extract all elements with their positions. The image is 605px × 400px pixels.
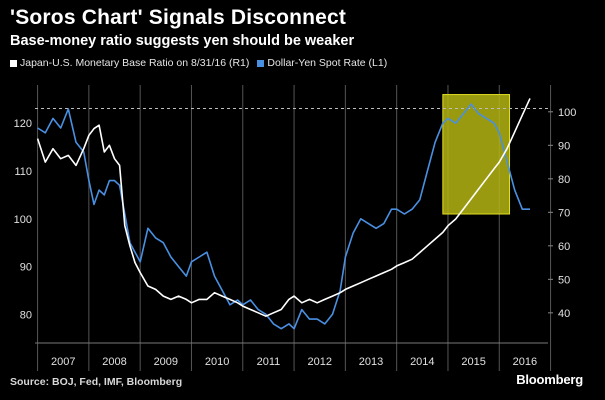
x-tick-label-2013: 2013	[359, 356, 383, 368]
right-tick-label-90: 90	[558, 140, 570, 152]
x-tick-label-2012: 2012	[307, 356, 331, 368]
left-tick-label-90: 90	[20, 262, 32, 274]
x-tick-label-2008: 2008	[102, 356, 126, 368]
left-tick-label-110: 110	[14, 166, 32, 178]
legend-swatch-yen	[257, 59, 265, 67]
x-tick-label-2011: 2011	[257, 356, 281, 368]
series-line-dollar-yen	[37, 103, 530, 330]
right-tick-label-40: 40	[558, 308, 570, 320]
legend-item-ratio: Japan-U.S. Monetary Base Ratio on 8/31/1…	[10, 57, 249, 69]
x-tick-label-2007: 2007	[51, 356, 75, 368]
left-tick-label-80: 80	[20, 309, 32, 321]
x-tick-label-2014: 2014	[410, 356, 434, 368]
chart-subtitle: Base-money ratio suggests yen should be …	[10, 33, 355, 49]
x-tick-label-2016: 2016	[513, 356, 537, 368]
legend-label-ratio: Japan-U.S. Monetary Base Ratio on 8/31/1…	[20, 57, 250, 69]
left-tick-label-100: 100	[14, 214, 32, 226]
right-tick-label-60: 60	[558, 241, 570, 253]
x-tick-label-2015: 2015	[461, 356, 485, 368]
bloomberg-logo: Bloomberg	[516, 372, 583, 387]
x-tick-label-2009: 2009	[154, 356, 178, 368]
x-tick-label-2010: 2010	[205, 356, 229, 368]
axes: 2007 2008 2009 2010 2011 2012 2013 2014 2015 2016…	[14, 107, 577, 368]
right-tick-label-70: 70	[558, 207, 570, 219]
legend-label-yen: Dollar-Yen Spot Rate (L1)	[267, 57, 388, 69]
right-tick-label-100: 100	[558, 107, 576, 119]
legend-swatch-ratio	[10, 59, 17, 67]
legend-item-yen: Dollar-Yen Spot Rate (L1)	[257, 57, 387, 69]
source-note: Source: BOJ, Fed, IMF, Bloomberg	[10, 376, 183, 388]
series	[36, 98, 531, 330]
series-line-monetary-base-ratio	[36, 98, 531, 318]
right-tick-label-80: 80	[558, 174, 570, 186]
chart-title: 'Soros Chart' Signals Disconnect	[10, 6, 347, 29]
legend: Japan-U.S. Monetary Base Ratio on 8/31/1…	[10, 57, 395, 69]
left-tick-label-120: 120	[14, 118, 32, 130]
right-tick-label-50: 50	[558, 274, 570, 286]
highlight-region	[442, 94, 511, 215]
